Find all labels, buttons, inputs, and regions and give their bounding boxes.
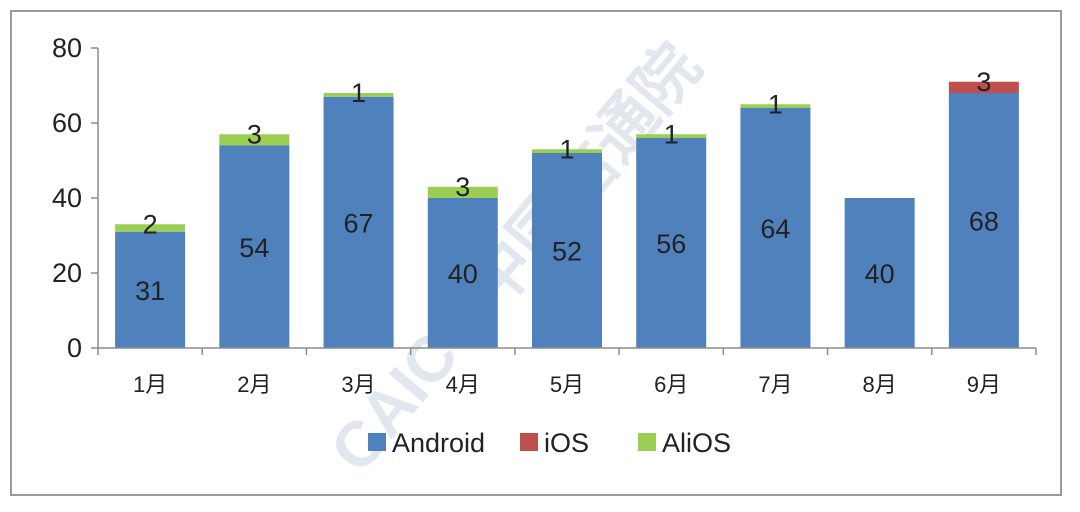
bar-segment-android-7 (740, 108, 811, 348)
chart-frame: CAICT 中国信通院 1月 2月 3月 4月 5月 6月 7月 8月 9月 0 20 40 60 80 … (10, 10, 1062, 496)
x-tick-label: 6月 (654, 372, 688, 397)
bar-segment-android-6 (636, 138, 707, 348)
data-label-android-6: 56 (656, 229, 686, 259)
bar-segment-android-8 (844, 198, 915, 348)
bar-segment-android-3 (323, 96, 394, 348)
data-label-alios-4: 3 (455, 172, 470, 202)
data-label-alios-1: 2 (143, 209, 158, 239)
legend-swatch-ios (520, 433, 538, 451)
bars-group (115, 81, 1019, 348)
bar-segment-android-2 (219, 145, 290, 348)
bar-segment-android-9 (948, 93, 1019, 348)
x-tick-label: 3月 (341, 372, 375, 397)
data-label-alios-5: 1 (559, 134, 574, 164)
bar-segment-alios-6 (636, 134, 707, 138)
legend-label-ios: iOS (544, 428, 589, 458)
data-label-alios-7: 1 (768, 89, 783, 119)
x-tick-label: 8月 (863, 372, 897, 397)
data-label-android-8: 40 (865, 259, 895, 289)
bar-segment-alios-3 (323, 93, 394, 97)
x-tick-label: 5月 (550, 372, 584, 397)
data-label-android-7: 64 (760, 214, 790, 244)
x-tick-label: 1月 (133, 372, 167, 397)
y-tick-label: 0 (67, 333, 82, 363)
data-label-ios-9: 3 (976, 67, 991, 97)
bar-segment-android-4 (427, 198, 498, 348)
bar-segment-alios-4 (427, 186, 498, 198)
labels-group: 31 2 54 3 67 1 40 3 52 1 56 1 64 1 40 68 3 (135, 67, 999, 306)
legend-label-android: Android (392, 428, 485, 458)
legend-label-alios: AliOS (662, 428, 731, 458)
data-label-android-3: 67 (344, 208, 374, 238)
data-label-android-5: 52 (552, 237, 582, 267)
legend-swatch-android (368, 433, 386, 451)
legend-swatch-alios (638, 433, 656, 451)
x-tick-label: 7月 (758, 372, 792, 397)
stacked-bar-chart: CAICT 中国信通院 1月 2月 3月 4月 5月 6月 7月 8月 9月020406080 … (52, 30, 1037, 485)
data-label-alios-6: 1 (664, 119, 679, 149)
legend: Android iOS AliOS (368, 428, 731, 458)
bar-segment-ios-9 (948, 81, 1019, 93)
y-tick-label: 20 (52, 258, 82, 288)
x-tick-label: 9月 (967, 372, 1001, 397)
x-tick-label: 2月 (237, 372, 271, 397)
bar-segment-alios-7 (740, 104, 811, 108)
data-label-alios-2: 3 (247, 119, 262, 149)
data-label-alios-3: 1 (351, 78, 366, 108)
axes-group: 1月 2月 3月 4月 5月 6月 7月 8月 9月 0 20 40 60 80 (52, 33, 1037, 397)
data-label-android-1: 31 (135, 276, 165, 306)
y-tick-label: 40 (52, 183, 82, 213)
bar-segment-android-1 (115, 231, 186, 348)
data-label-android-9: 68 (969, 207, 999, 237)
data-label-android-2: 54 (239, 233, 269, 263)
bar-segment-android-5 (532, 153, 602, 348)
y-tick-label: 80 (52, 33, 82, 63)
bar-segment-alios-5 (532, 149, 602, 153)
data-label-android-4: 40 (448, 259, 478, 289)
x-tick-label: 4月 (446, 372, 480, 397)
bar-segment-alios-2 (219, 134, 290, 146)
y-tick-label: 60 (52, 108, 82, 138)
bar-segment-alios-1 (115, 224, 186, 232)
